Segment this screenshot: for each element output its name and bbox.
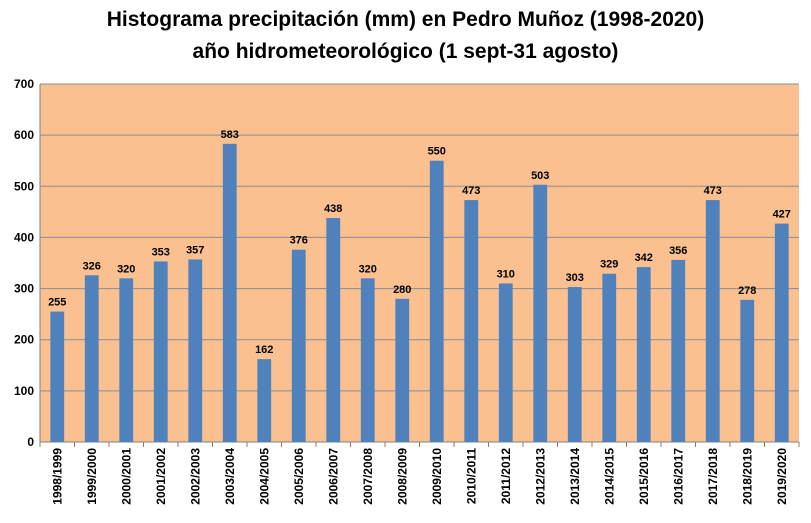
data-label: 278 — [738, 285, 756, 297]
bar — [740, 299, 755, 442]
bar — [84, 275, 99, 442]
data-label: 162 — [255, 344, 273, 356]
data-label: 255 — [48, 297, 66, 309]
x-tick-label: 2018/2019 — [740, 448, 754, 505]
x-tick-label: 2009/2010 — [430, 448, 444, 505]
data-label: 427 — [773, 209, 791, 221]
data-label: 473 — [704, 185, 722, 197]
x-tick-label: 2004/2005 — [257, 448, 271, 505]
bar — [774, 223, 789, 442]
data-label: 356 — [669, 245, 687, 257]
bar — [360, 278, 375, 442]
x-tick-label: 2010/2011 — [464, 448, 478, 504]
x-tick-label: 2019/2020 — [775, 448, 789, 505]
y-tick-label: 500 — [14, 179, 34, 193]
data-label: 280 — [393, 284, 411, 296]
x-tick-label: 1998/1999 — [50, 448, 64, 505]
bar — [222, 143, 237, 442]
y-tick-label: 200 — [14, 333, 34, 347]
y-tick-label: 0 — [27, 435, 34, 449]
x-tick-label: 2011/2012 — [499, 448, 513, 504]
data-label: 320 — [117, 263, 135, 275]
chart-title-line-1: Histograma precipitación (mm) en Pedro M… — [106, 8, 705, 31]
y-tick-label: 400 — [14, 230, 34, 244]
data-label: 357 — [186, 244, 204, 256]
bar — [636, 267, 651, 442]
x-tick-label: 2017/2018 — [706, 448, 720, 505]
x-tick-label: 2014/2015 — [602, 448, 616, 505]
x-tick-label: 2006/2007 — [326, 448, 340, 505]
data-label: 473 — [462, 185, 480, 197]
x-tick-label: 2002/2003 — [188, 448, 202, 505]
data-label: 376 — [290, 235, 308, 247]
bar — [602, 273, 617, 442]
x-tick-label: 2003/2004 — [223, 448, 237, 505]
x-tick-label: 2008/2009 — [395, 448, 409, 505]
bar — [705, 200, 720, 442]
bar — [326, 217, 341, 442]
bar — [119, 278, 134, 442]
bar — [533, 184, 548, 442]
bar — [50, 311, 65, 442]
x-tick-label: 2016/2017 — [671, 448, 685, 505]
data-label: 583 — [221, 129, 239, 141]
data-label: 438 — [324, 203, 342, 215]
bar — [153, 261, 168, 442]
chart-title-line-2: año hidrometeorológico (1 sept-31 agosto… — [192, 40, 619, 63]
x-tick-label: 2013/2014 — [568, 448, 582, 505]
bar — [395, 298, 410, 442]
data-label: 353 — [152, 246, 170, 258]
data-label: 310 — [497, 268, 515, 280]
y-tick-label: 100 — [14, 384, 34, 398]
x-tick-label: 2001/2002 — [154, 448, 168, 505]
bar — [257, 359, 272, 442]
x-tick-label: 2000/2001 — [119, 448, 133, 505]
x-tick-label: 2005/2006 — [292, 448, 306, 505]
bar — [671, 259, 686, 442]
data-label: 303 — [566, 272, 584, 284]
data-label: 320 — [359, 263, 377, 275]
x-tick-label: 2007/2008 — [361, 448, 375, 505]
y-tick-label: 300 — [14, 282, 34, 296]
bar — [464, 200, 479, 442]
bar — [188, 259, 203, 442]
bar — [567, 287, 582, 442]
data-label: 326 — [83, 260, 101, 272]
bar — [291, 249, 306, 442]
data-label: 503 — [531, 170, 549, 182]
data-label: 342 — [635, 252, 653, 264]
x-tick-label: 1999/2000 — [85, 448, 99, 505]
y-tick-label: 600 — [14, 128, 34, 142]
bar — [429, 160, 444, 442]
data-label: 550 — [428, 146, 446, 158]
x-tick-label: 2012/2013 — [533, 448, 547, 505]
data-label: 329 — [600, 259, 618, 271]
x-tick-label: 2015/2016 — [637, 448, 651, 505]
y-tick-label: 700 — [14, 77, 34, 91]
bar — [498, 283, 513, 442]
